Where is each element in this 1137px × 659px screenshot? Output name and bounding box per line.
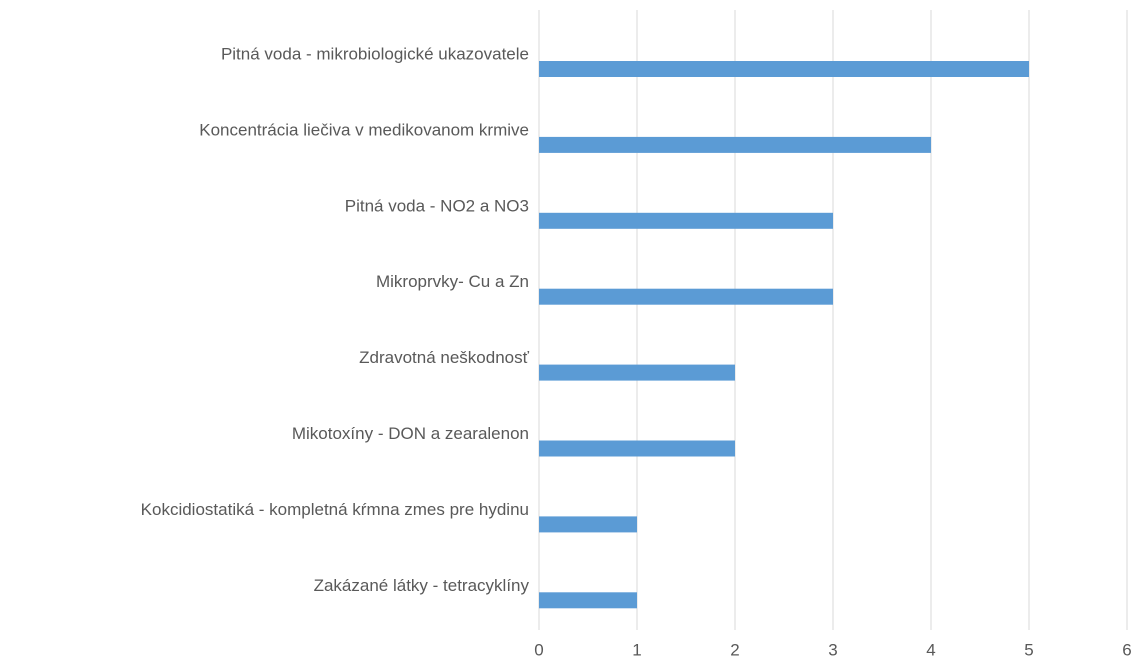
y-tick-label: Kokcidiostatiká - kompletná kŕmna zmes p… [141, 500, 529, 519]
bar [539, 61, 1029, 77]
x-tick-label: 2 [730, 640, 739, 659]
y-tick-label: Pitná voda - NO2 a NO3 [345, 196, 529, 215]
bar [539, 288, 833, 305]
x-tick-label: 0 [534, 640, 543, 659]
x-tick-label: 4 [926, 640, 935, 659]
bar [539, 136, 931, 153]
x-tick-label: 3 [828, 640, 837, 659]
x-tick-label: 5 [1024, 640, 1033, 659]
x-tick-label: 1 [632, 640, 641, 659]
bar [539, 592, 637, 609]
y-tick-label: Pitná voda - mikrobiologické ukazovatele [221, 44, 529, 63]
y-tick-label: Zdravotná neškodnosť [359, 348, 529, 367]
y-tick-label: Koncentrácia liečiva v medikovanom krmiv… [199, 120, 529, 139]
bar [539, 364, 735, 381]
y-tick-label: Mikroprvky- Cu a Zn [376, 272, 529, 291]
y-tick-label: Zakázané látky - tetracyklíny [314, 576, 530, 595]
bar [539, 516, 637, 533]
x-tick-label: 6 [1122, 640, 1131, 659]
bar [539, 212, 833, 229]
y-tick-label: Mikotoxíny - DON a zearalenon [292, 424, 529, 443]
bar [539, 440, 735, 457]
